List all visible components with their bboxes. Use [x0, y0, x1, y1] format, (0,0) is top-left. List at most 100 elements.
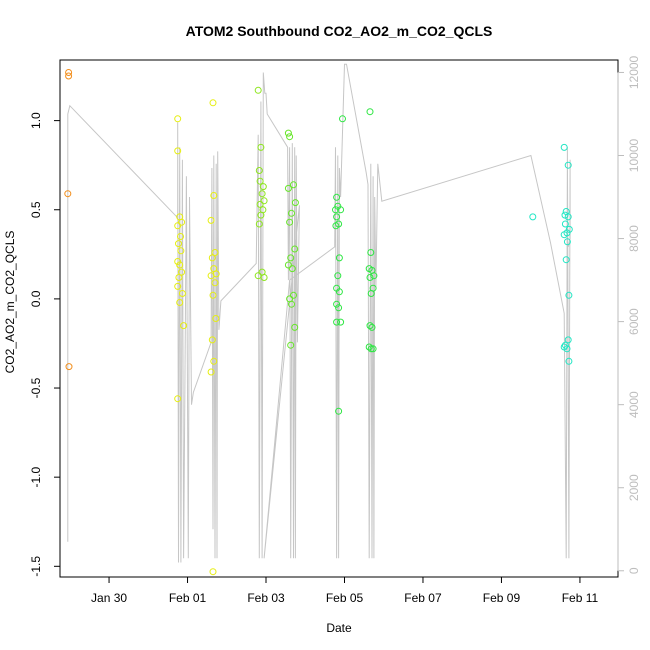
y2-tick-label: 6000 [627, 308, 641, 335]
data-point [284, 129, 292, 137]
data-point [286, 133, 294, 141]
data-point [207, 272, 215, 280]
data-point [207, 216, 215, 224]
data-point [561, 220, 569, 228]
data-point [174, 115, 182, 123]
data-point [211, 249, 219, 256]
x-tick-label: Feb 11 [562, 591, 599, 605]
x-tick-label: Feb 03 [247, 591, 285, 605]
data-point [212, 315, 220, 322]
data-point [210, 192, 218, 199]
data-point [333, 213, 341, 221]
data-point [290, 181, 297, 189]
data-point [367, 290, 375, 297]
data-point [176, 299, 184, 306]
data-point [211, 279, 219, 287]
data-point [562, 256, 570, 264]
y-axis-label: CO2_AO2_m_CO2_QCLS [3, 231, 17, 374]
data-point [561, 341, 569, 349]
data-point [288, 209, 295, 217]
data-point [334, 272, 342, 280]
data-point [290, 291, 297, 299]
scatter-points [64, 69, 573, 576]
data-point [367, 249, 375, 256]
data-point [208, 336, 216, 344]
data-point [563, 345, 571, 353]
data-point [287, 341, 295, 349]
data-point [174, 147, 182, 155]
data-point [287, 254, 295, 262]
data-point [335, 288, 343, 296]
x-axis-label: Date [326, 621, 352, 635]
x-tick-label: Feb 07 [404, 591, 442, 605]
y-tick-label: -1.0 [29, 467, 43, 488]
data-point [174, 282, 182, 290]
data-point [333, 300, 341, 308]
data-point [564, 213, 572, 221]
data-point [209, 568, 217, 576]
data-point [335, 304, 343, 312]
data-point [260, 197, 268, 205]
data-point [332, 206, 339, 214]
y-tick-label: 0.0 [29, 290, 43, 307]
data-point [257, 211, 265, 219]
data-point [337, 206, 345, 214]
data-point [370, 272, 378, 280]
data-point [177, 247, 185, 255]
x-tick-label: Feb 01 [169, 591, 207, 605]
data-point [178, 290, 186, 297]
data-point [255, 220, 263, 228]
data-point [366, 108, 374, 116]
data-point [178, 268, 186, 276]
data-point [177, 233, 184, 240]
y-tick-label: 1.0 [29, 112, 43, 129]
y-tick-label: -0.5 [29, 377, 43, 398]
data-point [210, 357, 218, 365]
data-point [339, 115, 346, 123]
data-point [174, 258, 182, 265]
data-point [565, 225, 573, 233]
data-point [259, 183, 267, 191]
data-point [284, 184, 292, 192]
x-tick-label: Feb 05 [326, 591, 364, 605]
chart-title: ATOM2 Southbound CO2_AO2_m_CO2_QCLS [186, 23, 493, 39]
data-point [175, 240, 182, 248]
y2-tick-label: 2000 [627, 474, 641, 501]
data-point [333, 318, 341, 326]
data-point [369, 345, 377, 353]
data-point [288, 265, 296, 273]
data-point [208, 254, 216, 262]
axes: Jan 30 Feb 01 Feb 03 Feb 05 Feb 07 Feb 09 Feb … [29, 55, 641, 605]
data-point [255, 167, 263, 174]
data-point [366, 274, 374, 281]
data-point [257, 143, 265, 151]
data-point [332, 222, 340, 230]
data-point [365, 343, 373, 351]
data-point [291, 245, 299, 253]
data-point [180, 322, 188, 330]
data-point [65, 69, 73, 76]
data-point [175, 274, 183, 281]
data-point [563, 238, 571, 246]
data-point [258, 190, 266, 198]
data-point [209, 99, 217, 107]
data-point [174, 222, 182, 230]
x-tick-label: Feb 09 [483, 591, 521, 605]
data-point [367, 345, 375, 353]
data-point [64, 190, 72, 198]
data-point [368, 323, 376, 331]
data-point [337, 318, 345, 326]
data-point [207, 368, 215, 376]
data-point [256, 177, 264, 185]
y2-tick-label: 12000 [627, 55, 641, 89]
y2-tick-label: 4000 [627, 391, 641, 418]
data-point [286, 218, 294, 226]
data-point [560, 143, 568, 151]
y-tick-label: 0.5 [29, 201, 43, 218]
data-point [178, 218, 186, 226]
overlay-line [67, 63, 571, 563]
x-tick-label: Jan 30 [91, 591, 127, 605]
y2-tick-label: 8000 [627, 225, 641, 252]
y2-tick-label: 10000 [627, 139, 641, 173]
